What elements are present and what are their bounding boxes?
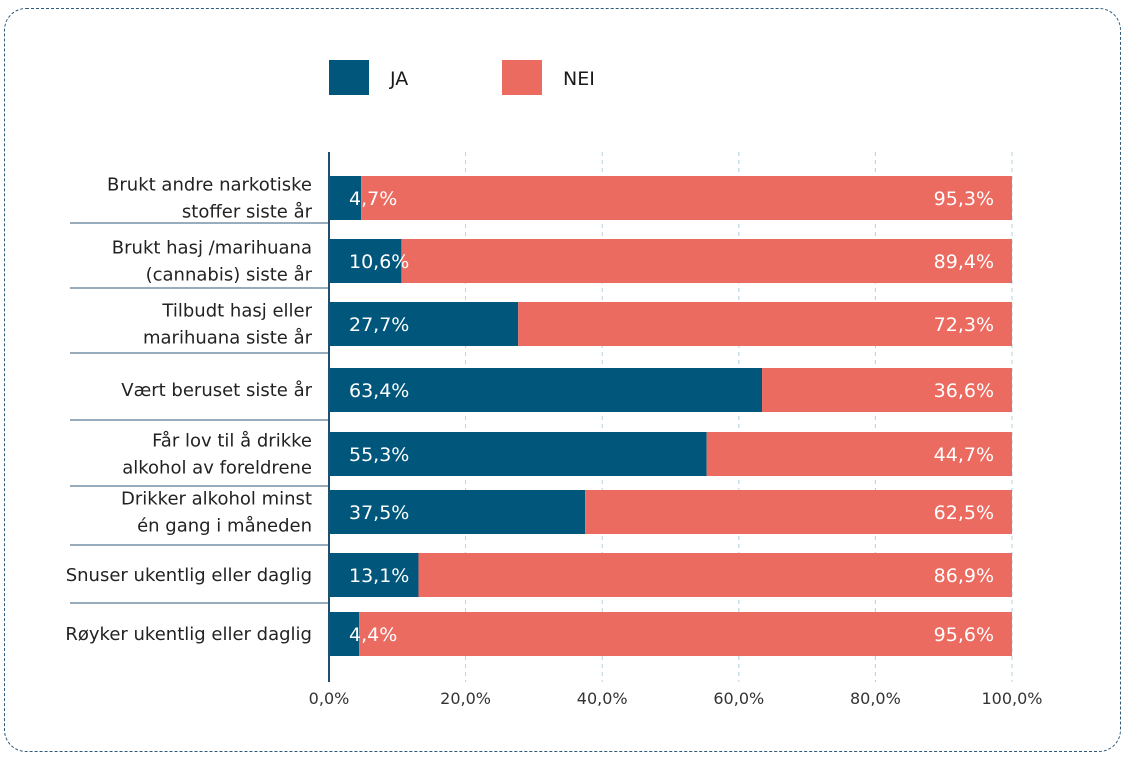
- x-tick-label: 40,0%: [577, 689, 628, 708]
- x-tick-label: 20,0%: [440, 689, 491, 708]
- bar-ja: [329, 239, 402, 283]
- bar-label-nei: 44,7%: [934, 444, 994, 466]
- legend-swatch-nei: [502, 60, 542, 95]
- bar-label-nei: 72,3%: [934, 314, 994, 336]
- legend-swatch-ja: [329, 60, 369, 95]
- category-labels: Brukt andre narkotiske stoffer siste år Br…: [65, 175, 312, 646]
- bar-nei: [518, 302, 1012, 346]
- bar-nei: [361, 176, 1012, 220]
- bar-ja: [329, 432, 707, 476]
- bar-label-nei: 89,4%: [934, 251, 994, 273]
- legend-label-ja: JA: [389, 68, 408, 90]
- bar-label-ja: 63,4%: [349, 380, 409, 402]
- bar-ja: [329, 368, 763, 412]
- bar-nei: [418, 553, 1012, 597]
- bar-nei: [706, 432, 1012, 476]
- category-label: Drikker alkohol minst: [121, 489, 312, 510]
- bar-ja: [329, 612, 360, 656]
- bar-label-ja: 4,7%: [349, 188, 397, 210]
- bar-ja: [329, 553, 419, 597]
- bar-ja: [329, 176, 362, 220]
- bar-ja: [329, 302, 519, 346]
- bar-label-nei: 86,9%: [934, 565, 994, 587]
- category-label: Brukt hasj /marihuana: [112, 238, 312, 259]
- category-label: Tilbudt hasj eller: [161, 301, 312, 322]
- x-tick-label: 100,0%: [981, 689, 1042, 708]
- bar-label-nei: 62,5%: [934, 502, 994, 524]
- category-label: Snuser ukentlig eller daglig: [66, 565, 312, 586]
- legend-label-nei: NEI: [563, 68, 595, 90]
- bar-nei: [585, 490, 1012, 534]
- bar-label-ja: 4,4%: [349, 624, 397, 646]
- bar-label-ja: 13,1%: [349, 565, 409, 587]
- bar-label-ja: 10,6%: [349, 251, 409, 273]
- bar-label-nei: 95,3%: [934, 188, 994, 210]
- gridlines: [465, 152, 1013, 682]
- category-label: Får lov til å drikke: [152, 431, 312, 452]
- category-label: Vært beruset siste år: [121, 380, 312, 401]
- x-tick-label: 0,0%: [309, 689, 350, 708]
- bar-label-ja: 55,3%: [349, 444, 409, 466]
- bar-label-ja: 27,7%: [349, 314, 409, 336]
- bar-nei: [359, 612, 1012, 656]
- x-tick-label: 60,0%: [713, 689, 764, 708]
- x-axis-ticks: 0,0% 20,0% 40,0% 60,0% 80,0% 100,0%: [309, 689, 1043, 708]
- bar-label-nei: 36,6%: [934, 380, 994, 402]
- legend: JA NEI: [329, 60, 595, 95]
- category-label: stoffer siste år: [182, 202, 313, 223]
- category-label: Røyker ukentlig eller daglig: [65, 624, 312, 645]
- category-label: marihuana siste år: [143, 328, 313, 349]
- bar-nei: [401, 239, 1012, 283]
- bar-nei: [762, 368, 1012, 412]
- category-label: (cannabis) siste år: [146, 265, 313, 286]
- bars: 4,7% 95,3% 10,6% 89,4% 27,7% 72,3% 63,4% 36,6% 5…: [329, 176, 1012, 656]
- bar-label-nei: 95,6%: [934, 624, 994, 646]
- bar-label-ja: 37,5%: [349, 502, 409, 524]
- category-label: Brukt andre narkotiske: [107, 175, 312, 196]
- x-tick-label: 80,0%: [850, 689, 901, 708]
- bar-ja: [329, 490, 586, 534]
- category-separators: [70, 222, 329, 604]
- chart-frame: [4, 8, 1121, 752]
- category-label: alkohol av foreldrene: [122, 458, 312, 479]
- category-label: én gang i måneden: [137, 516, 312, 537]
